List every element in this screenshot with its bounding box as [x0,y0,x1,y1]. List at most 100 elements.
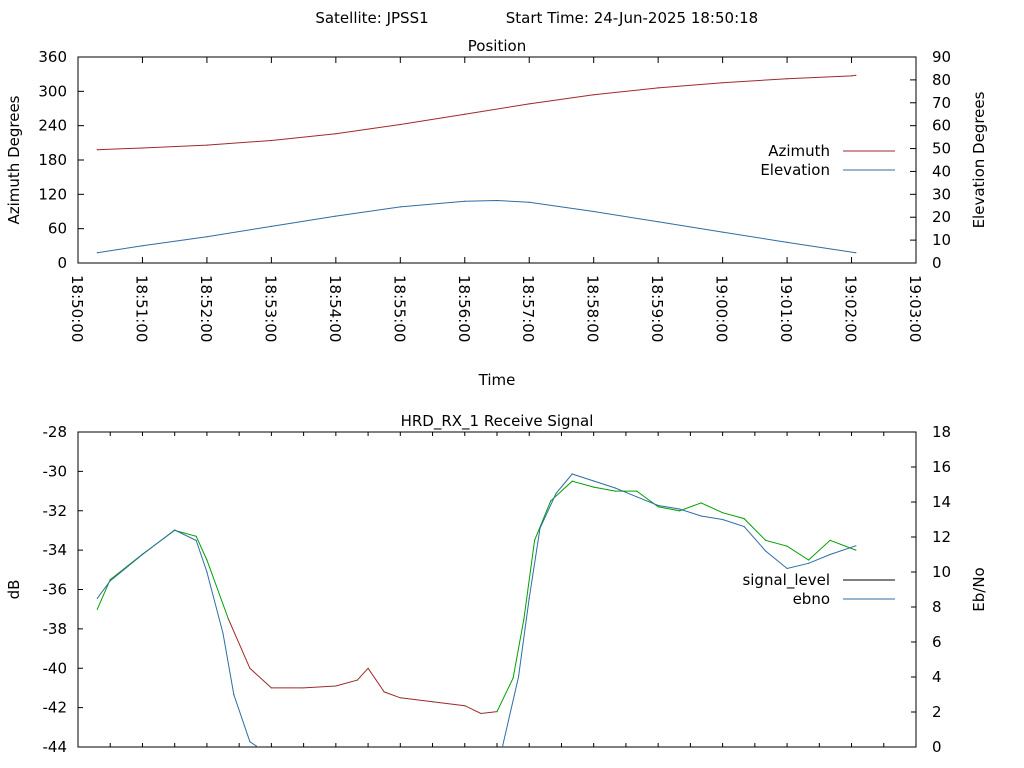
y-tick-label: -32 [43,502,68,520]
series-elevation-point [786,241,788,243]
series-ebno-point [517,676,520,678]
series-ebno-point [222,632,224,634]
series-azimuth-point [96,149,98,151]
y2-tick-label: 90 [932,48,951,66]
y2-tick-label: 4 [932,668,942,686]
series-ebno-point [593,480,595,482]
y2-tick-label: 14 [932,493,951,511]
legend-label: ebno [793,590,830,608]
series-ebno-point [786,567,788,570]
series-signal-level-point [367,667,369,669]
y-axis-label: dB [5,580,23,600]
y2-tick-label: 10 [932,231,951,249]
series-signal-level-point [743,518,745,520]
series-azimuth-point [722,82,724,84]
series-ebno-point [464,757,465,758]
y-tick-label: 60 [48,220,67,238]
series-elevation-point [593,210,595,213]
x-tick-label: 18:59:00 [648,275,666,342]
series-ebno-point [765,550,767,552]
series-elevation-point [206,236,208,238]
series-ebno-point [496,753,497,754]
series-azimuth-point [855,74,857,76]
series-ebno-point [855,545,857,547]
series-elevation-point [399,206,401,208]
series-signal-level-point [206,559,208,561]
y-tick-label: -28 [43,423,68,441]
series-ebno-point [400,755,401,756]
y2-tick-label: 70 [932,94,951,112]
x-tick-label: 18:56:00 [455,275,473,342]
series-signal-level-point [335,685,337,687]
y2-tick-label: 80 [932,71,951,89]
y-tick-label: 360 [38,48,67,66]
series-elevation-point [270,225,272,227]
series-ebno-point [271,755,272,756]
series-signal-level-point [700,502,702,504]
series-elevation-point [464,200,466,202]
series-elevation-point [528,201,530,203]
y2-tick-label: 2 [932,703,942,721]
y-tick-label: -34 [43,541,68,559]
series-ebno-point [432,757,433,758]
series-ebno-point [96,597,98,599]
series-azimuth-point [141,147,144,149]
series-signal-level-point [534,539,536,541]
y2-axis-label: Eb/No [970,567,988,611]
series-elevation-point [855,252,857,254]
series-signal-level-point [765,539,767,541]
y2-tick-label: 30 [932,185,951,203]
y-tick-label: 120 [38,185,67,203]
chart-layer: Position06012018024030036001020304050607… [5,37,988,758]
series-azimuth-point [464,113,466,115]
header-satellite: Satellite: JPSS1 [315,9,428,27]
y-tick-label: 300 [38,82,67,100]
series-ebno-point [657,504,659,507]
series-azimuth-point [399,123,401,126]
series-ebno-point [335,752,336,753]
series-elevation-point [335,215,337,217]
series-signal-level-point [614,490,616,492]
y-tick-label: -38 [43,620,68,638]
series-signal-level-point [550,500,552,502]
series-azimuth-point [786,78,788,80]
series-azimuth-point [657,87,659,89]
y-tick-label: 240 [38,117,67,135]
series-ebno-point [700,515,702,517]
series-ebno-point [636,496,638,498]
y2-tick-label: 18 [932,423,951,441]
series-signal-level-point [270,687,272,689]
legend-label: Azimuth [768,142,830,160]
chart-title: HRD_RX_1 Receive Signal [401,412,594,431]
series-azimuth-point [335,133,337,135]
series-signal-level-point [303,687,305,689]
x-tick-label: 19:02:00 [842,275,860,342]
series-signal-level-point [431,701,434,703]
series-elevation-point [141,245,144,247]
x-tick-label: 19:03:00 [906,275,924,342]
series-signal-level-point [512,677,514,679]
x-tick-label: 18:54:00 [326,275,344,342]
y-tick-label: -44 [43,738,68,756]
series-ebno-point [195,539,197,542]
series-signal-level-point [383,691,385,693]
series-signal-level-point [399,697,401,699]
chart-title: Position [468,37,526,55]
series-signal-level-point [496,711,498,713]
series-ebno-point [539,527,541,529]
x-tick-label: 18:53:00 [261,275,279,342]
series-signal-level-point [464,705,466,707]
series-ebno-point [501,746,503,747]
series-signal-level-point [679,510,681,512]
series-ebno-point [141,553,144,556]
x-tick-label: 19:01:00 [777,275,795,342]
y2-tick-label: 12 [932,528,951,546]
series-elevation-point [657,221,659,223]
series-signal-level-point [571,480,573,482]
series-ebno-point [614,487,616,489]
y2-axis-label: Elevation Degrees [970,91,988,228]
x-tick-label: 18:50:00 [68,275,86,342]
series-signal-level-point [96,608,98,610]
series-ebno-point [743,525,745,528]
